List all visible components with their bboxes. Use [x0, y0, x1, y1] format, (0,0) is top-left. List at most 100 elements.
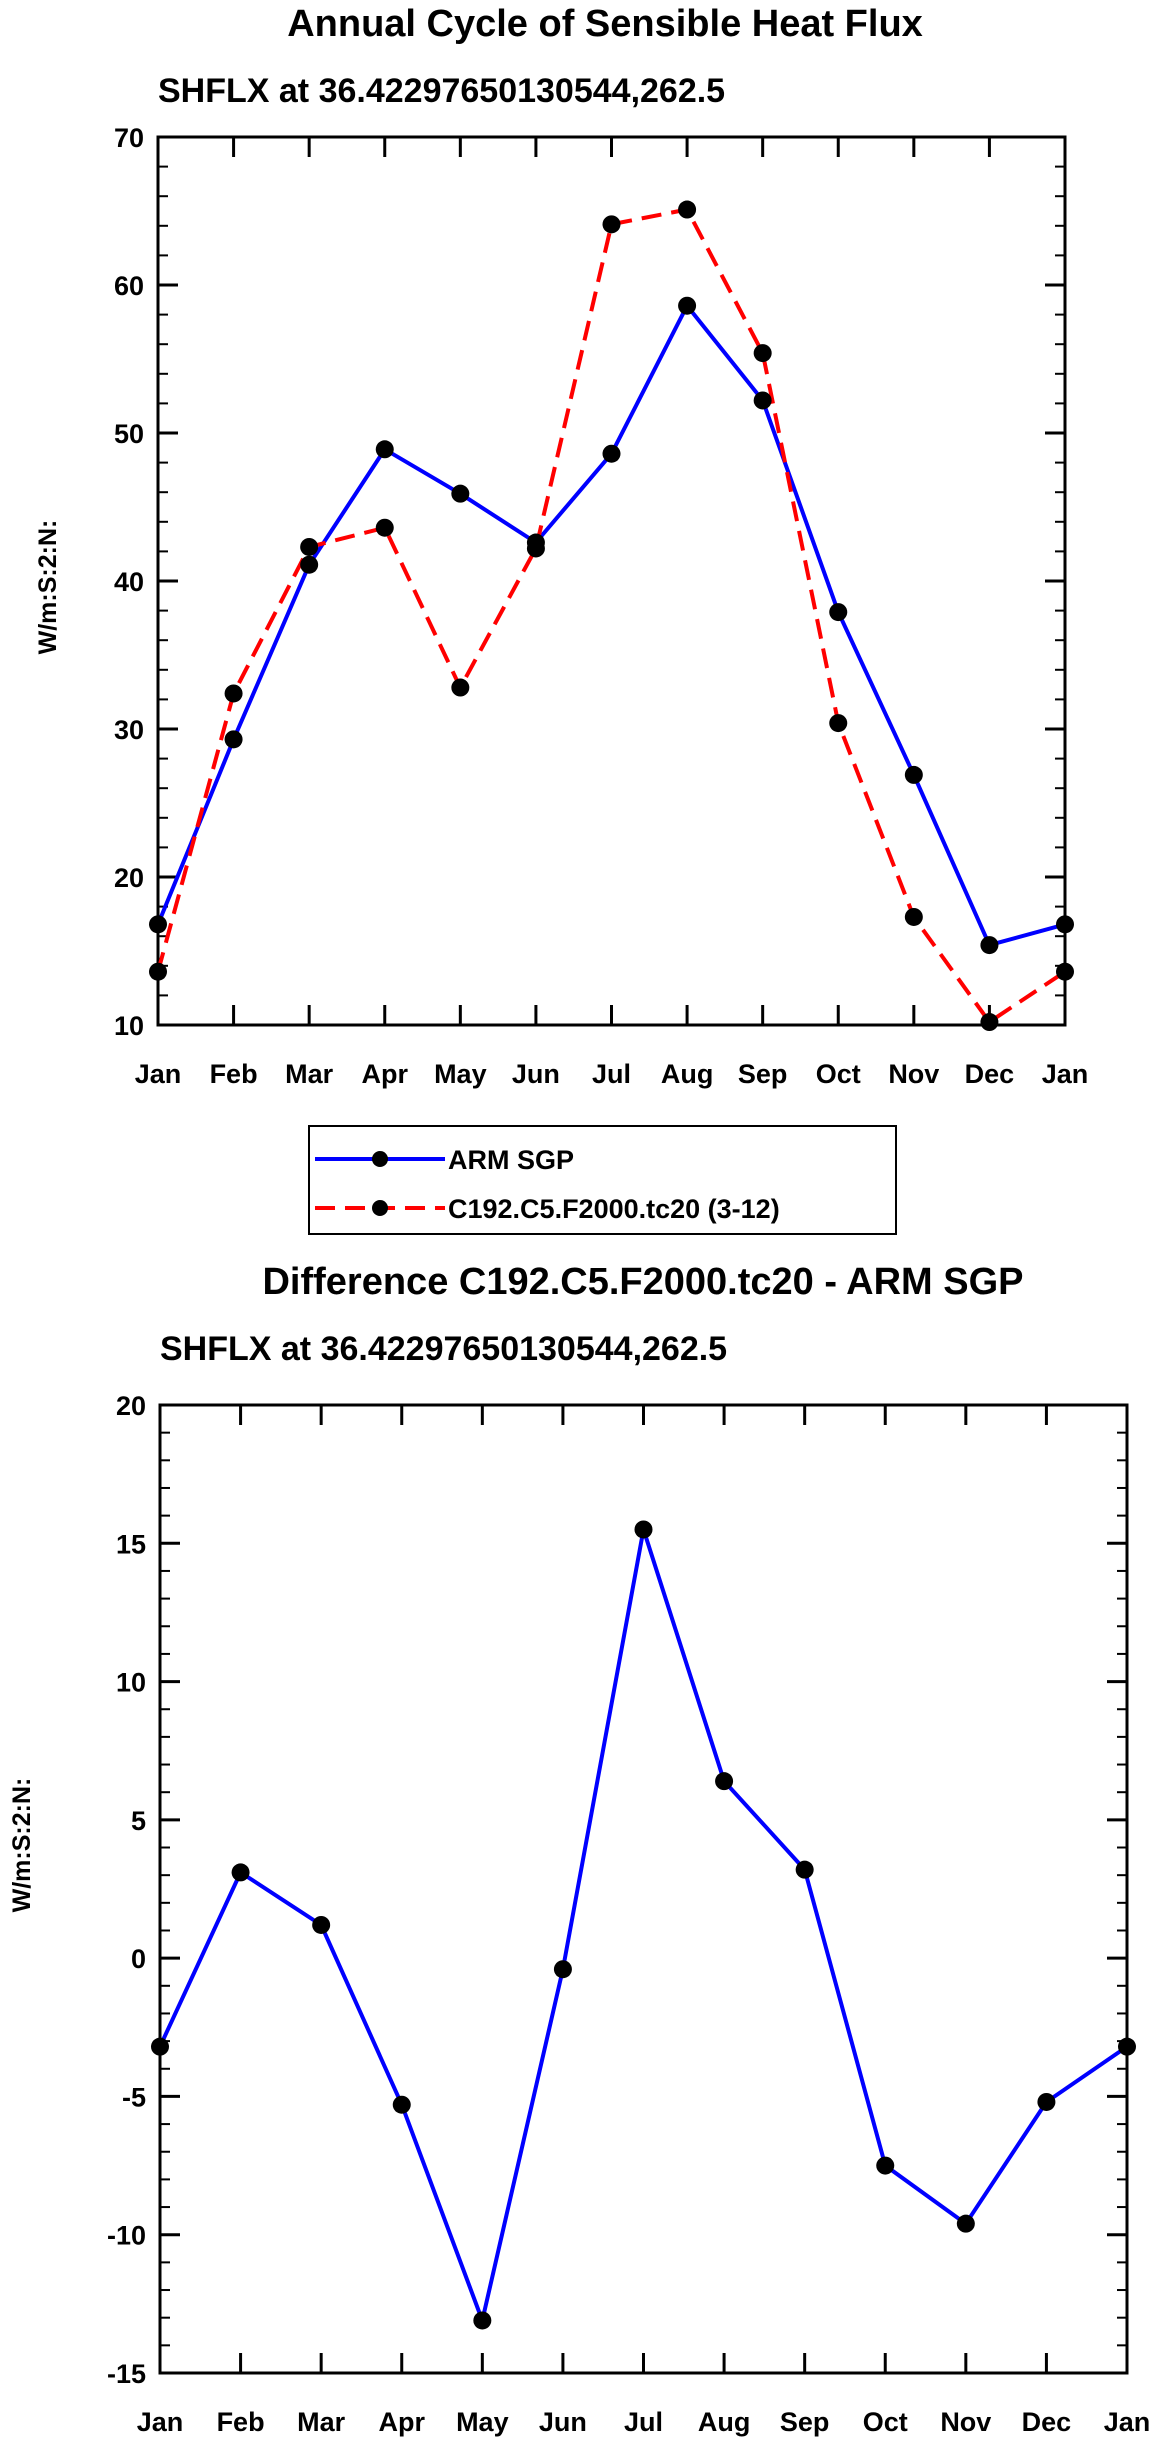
- chart1-ytick-label: 70: [114, 123, 144, 153]
- chart2-xtick-label: Jan: [137, 2407, 184, 2437]
- chart1-ytick-label: 10: [114, 1011, 144, 1041]
- chart1-series-1-point: [602, 215, 621, 234]
- chart1-series-1-point: [753, 344, 772, 363]
- chart1-series-0-point: [980, 936, 999, 955]
- chart2-ytick-label: 15: [116, 1529, 146, 1559]
- chart1-axis-ticks: [156, 135, 1067, 1027]
- chart1-xtick-label: Oct: [816, 1059, 861, 1089]
- chart1-series-0-point: [149, 915, 167, 934]
- chart1-series-0-point: [224, 730, 243, 749]
- chart1-xtick-label: Dec: [965, 1059, 1015, 1089]
- chart1-xtick-label: Jan: [135, 1059, 182, 1089]
- chart-annual-cycle: Annual Cycle of Sensible Heat Flux SHFLX…: [34, 3, 1088, 1089]
- chart1-series-0-point: [678, 296, 697, 315]
- legend-marker-model: [372, 1200, 388, 1216]
- chart2-xtick-label: Jul: [624, 2407, 663, 2437]
- chart2-series-0-point: [634, 1520, 653, 1539]
- chart1-xtick-label: Sep: [738, 1059, 788, 1089]
- chart2-series-0-point: [1118, 2037, 1136, 2056]
- chart2-series-0-point: [795, 1860, 814, 1879]
- chart1-x-tick-labels: Jan Feb Mar Apr May Jun Jul Aug Sep Oct Nov Dec Jan: [135, 1059, 1089, 1089]
- chart1-xtick-label: Jul: [592, 1059, 631, 1089]
- chart1-ytick-label: 60: [114, 271, 144, 301]
- chart2-series-line-0: [158, 1527, 1129, 2323]
- chart2-xtick-label: Nov: [940, 2407, 991, 2437]
- chart2-series-0-point: [312, 1915, 331, 1934]
- chart1-ytick-label: 30: [114, 715, 144, 745]
- chart1-series-0-point: [829, 603, 848, 622]
- chart2-xtick-label: Aug: [698, 2407, 750, 2437]
- chart1-xtick-label: Nov: [888, 1059, 939, 1089]
- chart2-series-group: [151, 1520, 1136, 2330]
- legend-label-model: C192.C5.F2000.tc20 (3-12): [448, 1194, 780, 1224]
- chart2-series-0-point: [553, 1960, 572, 1979]
- chart2-series-0-point: [956, 2214, 975, 2233]
- chart2-xtick-label: Sep: [780, 2407, 830, 2437]
- chart1-ytick-label: 50: [114, 419, 144, 449]
- chart1-series-group: [149, 200, 1074, 1032]
- chart2-xtick-label: May: [456, 2407, 509, 2437]
- chart1-y-tick-labels: 10 20 30 40 50 60 70: [114, 123, 144, 1041]
- chart2-ytick-label: 20: [116, 1391, 146, 1421]
- chart2-series-0-point: [392, 2095, 411, 2114]
- chart2-ytick-label: -15: [107, 2359, 146, 2389]
- chart1-series-1-point: [829, 714, 848, 733]
- chart1-title: Annual Cycle of Sensible Heat Flux: [287, 3, 923, 45]
- chart2-ytick-label: 10: [116, 1668, 146, 1698]
- chart1-xtick-label: May: [434, 1059, 487, 1089]
- chart2-xtick-label: Feb: [217, 2407, 265, 2437]
- chart1-series-0-point: [300, 555, 319, 574]
- chart2-x-tick-labels: Jan Feb Mar Apr May Jun Jul Aug Sep Oct Nov Dec Jan: [137, 2407, 1151, 2437]
- chart1-xtick-label: Aug: [661, 1059, 713, 1089]
- chart2-ytick-label: 0: [131, 1944, 146, 1974]
- chart2-series-0-point: [151, 2037, 169, 2056]
- legend-label-arm-sgp: ARM SGP: [448, 1145, 574, 1175]
- chart2-subtitle: SHFLX at 36.42297650130544,262.5: [160, 1330, 727, 1368]
- chart-difference: Difference C192.C5.F2000.tc20 - ARM SGP …: [8, 1261, 1150, 2437]
- chart1-y-axis-label: W/m:S:2:N:: [34, 520, 62, 655]
- chart1-ytick-label: 20: [114, 863, 144, 893]
- chart2-xtick-label: Oct: [863, 2407, 908, 2437]
- chart1-series-0-point: [602, 444, 621, 463]
- chart2-xtick-label: Jun: [539, 2407, 587, 2437]
- chart1-series-0-point: [753, 391, 772, 410]
- chart2-y-axis-label: W/m:S:2:N:: [8, 1778, 36, 1913]
- chart1-series-1-point: [904, 907, 923, 926]
- chart1-series-1-point: [224, 684, 243, 703]
- chart2-ytick-label: -10: [107, 2221, 146, 2251]
- chart1-subtitle: SHFLX at 36.42297650130544,262.5: [158, 72, 725, 110]
- chart1-xtick-label: Feb: [210, 1059, 258, 1089]
- chart2-y-tick-labels: -15 -10 -5 0 5 10 15 20: [107, 1391, 146, 2389]
- chart1-ytick-label: 40: [114, 567, 144, 597]
- chart1-xtick-label: Apr: [362, 1059, 409, 1089]
- chart2-series-0-point: [473, 2311, 492, 2330]
- chart2-axis-ticks: [158, 1403, 1129, 2375]
- chart2-xtick-label: Dec: [1022, 2407, 1072, 2437]
- legend-marker-arm-sgp: [372, 1151, 388, 1167]
- chart1-series-0-point: [451, 484, 470, 503]
- chart1-series-1-point: [1056, 962, 1074, 981]
- chart1-series-1-point: [451, 678, 470, 697]
- chart1-xtick-label: Jan: [1042, 1059, 1089, 1089]
- chart1-series-1-point: [526, 539, 545, 558]
- chart1-plot-frame: [156, 135, 1067, 1027]
- chart2-series-0-point: [715, 1772, 734, 1791]
- chart1-series-1-point: [149, 962, 167, 981]
- chart1-series-0-point: [1056, 915, 1074, 934]
- chart1-xtick-label: Mar: [285, 1059, 334, 1089]
- chart1-xtick-label: Jun: [512, 1059, 560, 1089]
- chart1-series-line-0: [156, 303, 1066, 948]
- chart2-xtick-label: Mar: [297, 2407, 346, 2437]
- chart1-series-0-point: [904, 765, 923, 784]
- chart2-title: Difference C192.C5.F2000.tc20 - ARM SGP: [262, 1261, 1023, 1303]
- chart2-ytick-label: -5: [122, 2082, 146, 2112]
- chart2-series-0-point: [231, 1863, 250, 1882]
- chart1-series-1-point: [300, 537, 319, 556]
- chart2-ytick-label: 5: [131, 1806, 146, 1836]
- chart2-series-0-point: [876, 2156, 895, 2175]
- legend-box: [308, 1125, 897, 1235]
- chart2-plot-frame: [158, 1403, 1129, 2375]
- chart1-series-line-1: [156, 207, 1067, 1024]
- chart1-series-1-point: [375, 518, 394, 537]
